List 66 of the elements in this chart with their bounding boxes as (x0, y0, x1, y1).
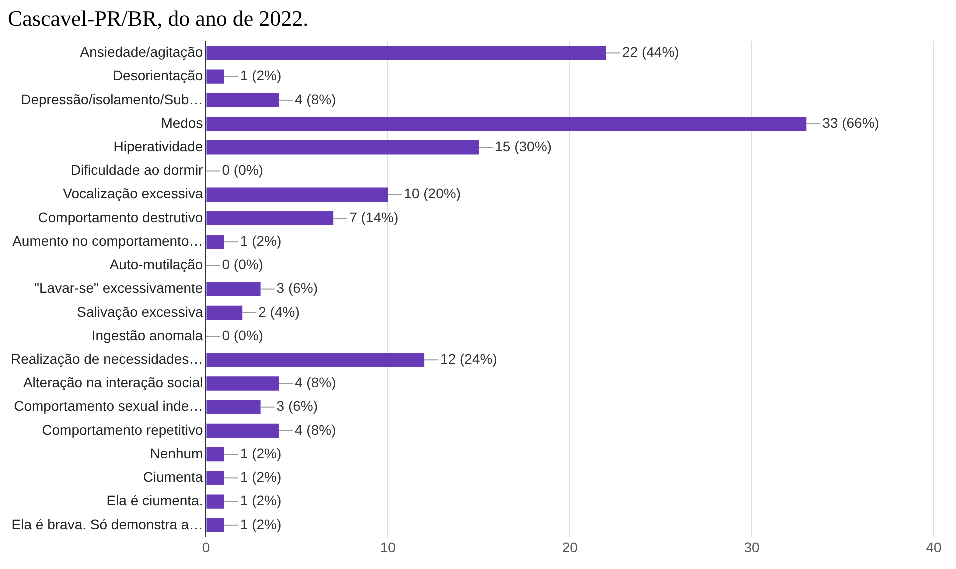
x-tick-label: 30 (744, 539, 760, 556)
y-tick-label: Depressão/isolamento/Sub… (21, 91, 204, 108)
data-label: 1 (2%) (240, 68, 282, 84)
data-label: 7 (14%) (350, 209, 399, 226)
data-label: 15 (30%) (495, 138, 552, 154)
y-tick-label: Realização de necessidades… (10, 350, 204, 367)
data-label: 33 (66%) (822, 114, 880, 131)
bar (206, 93, 280, 108)
y-tick-label: Vocalização excessiva (63, 186, 204, 202)
bar (206, 140, 480, 155)
chart-title: Cascavel-PR/BR, do ano de 2022. (8, 6, 310, 31)
bar (206, 518, 224, 532)
data-label: 22 (44%) (622, 44, 680, 60)
data-label: 10 (20%) (404, 186, 461, 202)
y-tick-label: Ansiedade/agitação (80, 44, 204, 60)
data-label: 0 (0%) (222, 256, 264, 273)
bar (206, 494, 224, 509)
y-tick-label: Hiperatividade (114, 138, 204, 154)
y-tick-label: Nenhum (150, 445, 204, 462)
bar (206, 471, 224, 486)
data-label: 1 (2%) (240, 469, 282, 486)
bar (206, 188, 388, 202)
data-label: 1 (2%) (240, 232, 282, 249)
data-label: 4 (8%) (295, 374, 336, 391)
bar (206, 400, 261, 414)
bar (206, 235, 224, 250)
data-label: 4 (8%) (295, 91, 336, 108)
bar (206, 424, 280, 438)
y-tick-label: Ciumenta (143, 469, 204, 486)
y-tick-label: Aumento no comportamento… (12, 232, 204, 249)
data-label: 4 (8%) (295, 422, 336, 438)
data-label: 2 (4%) (258, 304, 300, 320)
y-tick-label: Auto-mutilação (110, 256, 204, 273)
y-tick-label: Ingestão anomala (92, 327, 204, 344)
bar (206, 70, 224, 84)
bar (206, 306, 243, 320)
bar (206, 353, 425, 368)
bar (206, 211, 334, 226)
data-label: 12 (24%) (440, 350, 498, 367)
x-tick-label: 10 (380, 539, 396, 556)
y-tick-label: Ela é brava. Só demonstra a… (12, 516, 204, 532)
data-label: 1 (2%) (240, 445, 282, 462)
y-tick-label: Comportamento destrutivo (38, 209, 204, 226)
data-label: 0 (0%) (222, 327, 264, 344)
bar (206, 282, 261, 296)
y-tick-label: Salivação excessiva (77, 304, 204, 320)
bar (206, 116, 807, 132)
y-tick-label: Desorientação (112, 68, 204, 84)
data-label: 1 (2%) (240, 492, 282, 509)
x-tick-label: 20 (562, 539, 578, 556)
y-tick-label: Medos (161, 114, 204, 131)
data-label: 3 (6%) (276, 280, 318, 296)
y-tick-label: Comportamento repetitivo (42, 422, 204, 438)
y-tick-label: Alteração na interação social (23, 374, 204, 391)
y-tick-label: Dificuldade ao dormir (70, 162, 204, 178)
y-tick-label: Comportamento sexual inde… (14, 398, 204, 414)
data-label: 3 (6%) (276, 398, 318, 414)
bar (206, 46, 606, 60)
x-tick-label: 40 (926, 539, 942, 556)
y-tick-label: Ela é ciumenta. (106, 492, 204, 509)
bar (206, 447, 224, 462)
bar (206, 376, 280, 391)
x-tick-label: 0 (202, 539, 210, 556)
data-label: 1 (2%) (240, 516, 282, 532)
y-tick-label: "Lavar-se" excessivamente (34, 280, 204, 296)
data-label: 0 (0%) (222, 162, 264, 178)
